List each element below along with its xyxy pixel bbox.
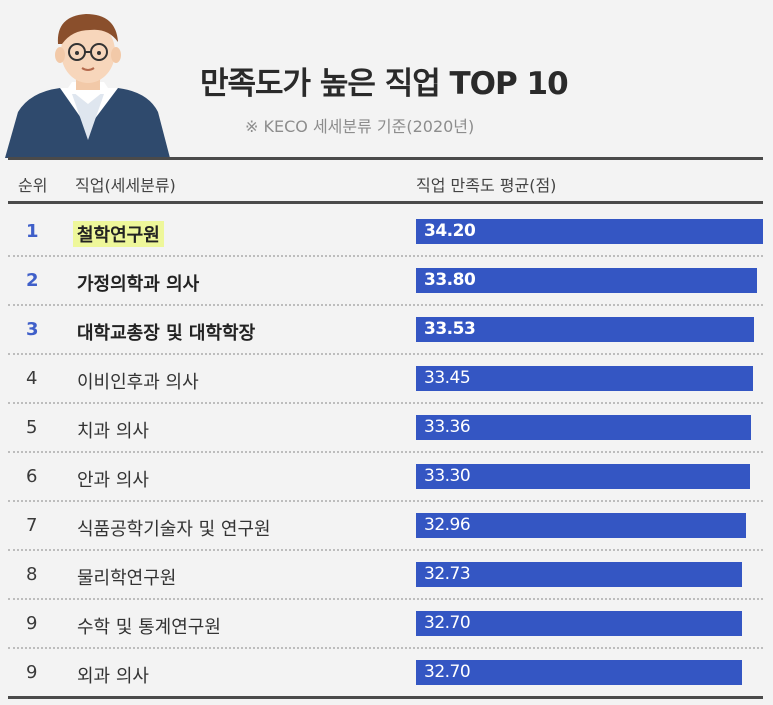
job-label: 식품공학기술자 및 연구원 — [77, 519, 271, 540]
score-bar: 34.20 — [416, 219, 763, 244]
table-row: 9 수학 및 통계연구원 32.70 — [8, 600, 763, 649]
rank-label: 9 — [26, 613, 38, 634]
job-label: 수학 및 통계연구원 — [77, 617, 221, 638]
score-bar: 33.45 — [416, 366, 753, 391]
row-divider — [8, 304, 763, 306]
rank-label: 8 — [26, 564, 38, 585]
header-rank: 순위 — [18, 176, 48, 195]
score-bar: 32.70 — [416, 611, 742, 636]
table-row: 1 철학연구원 34.20 — [8, 208, 763, 257]
table-row: 3 대학교총장 및 대학학장 33.53 — [8, 306, 763, 355]
rank-label: 7 — [26, 515, 38, 536]
rank-label: 5 — [26, 417, 38, 438]
rank-label: 1 — [26, 221, 39, 242]
table-header-rule — [8, 201, 763, 204]
rank-label: 3 — [26, 319, 39, 340]
job-label: 철학연구원 — [73, 221, 164, 247]
job-label: 치과 의사 — [77, 421, 149, 442]
score-bar: 32.73 — [416, 562, 742, 587]
table-row: 2 가정의학과 의사 33.80 — [8, 257, 763, 306]
score-bar: 33.30 — [416, 464, 750, 489]
row-divider — [8, 549, 763, 551]
row-divider — [8, 451, 763, 453]
job-label: 물리학연구원 — [77, 568, 177, 589]
row-divider — [8, 647, 763, 649]
job-label: 외과 의사 — [77, 666, 149, 687]
job-label: 안과 의사 — [77, 470, 149, 491]
table-row: 4 이비인후과 의사 33.45 — [8, 355, 763, 404]
header-score: 직업 만족도 평균(점) — [416, 176, 557, 195]
table-row: 6 안과 의사 33.30 — [8, 453, 763, 502]
score-bar: 33.36 — [416, 415, 751, 440]
chart-title: 만족도가 높은 직업 TOP 10 — [200, 66, 569, 102]
row-divider — [8, 255, 763, 257]
rank-label: 9 — [26, 662, 38, 683]
job-label: 이비인후과 의사 — [77, 372, 199, 393]
score-bar: 33.80 — [416, 268, 757, 293]
score-bar: 32.96 — [416, 513, 746, 538]
job-label: 가정의학과 의사 — [77, 274, 200, 295]
row-divider — [8, 353, 763, 355]
table-row: 8 물리학연구원 32.73 — [8, 551, 763, 600]
score-bar: 33.53 — [416, 317, 754, 342]
row-divider — [8, 402, 763, 404]
rank-label: 6 — [26, 466, 38, 487]
rank-label: 2 — [26, 270, 39, 291]
row-divider — [8, 598, 763, 600]
header-job: 직업(세세분류) — [75, 176, 176, 195]
rank-label: 4 — [26, 368, 38, 389]
table-row: 5 치과 의사 33.36 — [8, 404, 763, 453]
table-bottom-rule — [8, 696, 763, 699]
score-bar: 32.70 — [416, 660, 742, 685]
person-illustration — [5, 14, 170, 158]
chart-subtitle: ※ KECO 세세분류 기준(2020년) — [245, 117, 475, 136]
table-row: 7 식품공학기술자 및 연구원 32.96 — [8, 502, 763, 551]
row-divider — [8, 500, 763, 502]
job-label: 대학교총장 및 대학학장 — [77, 323, 256, 344]
table-row: 9 외과 의사 32.70 — [8, 649, 763, 698]
table-top-rule — [8, 157, 763, 160]
